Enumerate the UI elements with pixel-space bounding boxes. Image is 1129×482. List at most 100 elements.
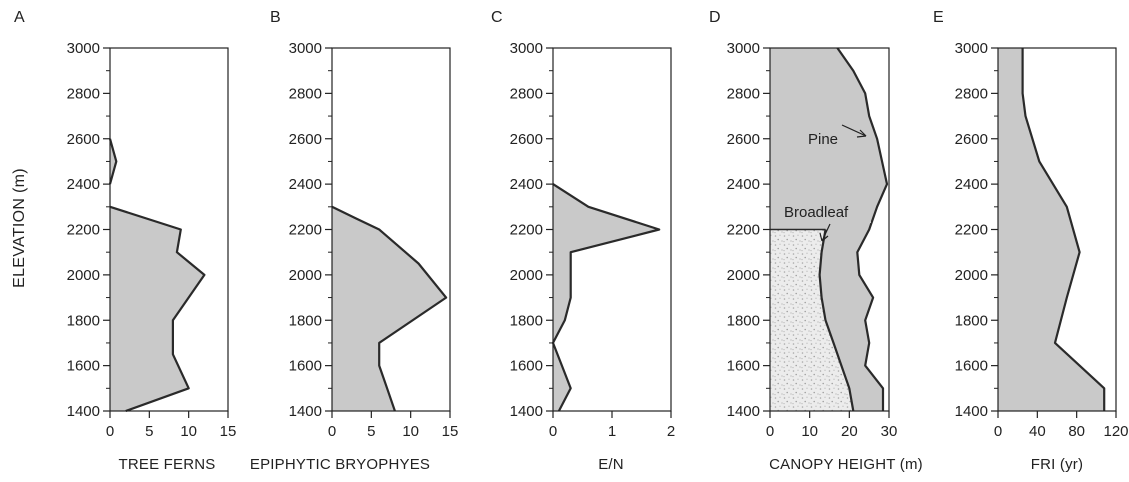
series-extra-fill	[110, 138, 117, 185]
x-tick-label: 15	[220, 423, 237, 440]
y-tick-label: 2200	[727, 222, 760, 239]
y-tick-label: 2200	[510, 222, 543, 239]
series-fill	[110, 206, 205, 411]
y-tick-label: 1800	[510, 312, 543, 329]
panel-e: E 1400 1600 1800 2000 2200 2400 2600 2800 3000 0 4…	[933, 9, 1129, 473]
x-tick-label: 10	[402, 423, 419, 440]
y-tick-label: 2400	[510, 176, 543, 193]
y-tick-label: 2400	[955, 176, 988, 193]
y-tick-label: 2200	[67, 222, 100, 239]
y-axis-label: ELEVATION (m)	[11, 168, 28, 288]
y-tick-label: 1600	[955, 358, 988, 375]
y-tick-label: 2000	[955, 267, 988, 284]
x-tick-label: 0	[328, 423, 336, 440]
panel-c-axes: 1400 1600 1800 2000 2200 2400 2600 2800 3000 0 1 2	[510, 40, 676, 440]
y-tick-label: 3000	[727, 40, 760, 57]
x-axis-label-b: EPIPHYTIC BRYOPHYES	[250, 456, 430, 473]
panel-a-area	[108, 138, 206, 413]
panel-b-axes: 1400 1600 1800 2000 2200 2400 2600 2800 3000 0 5 10…	[289, 40, 459, 440]
y-tick-label: 2600	[727, 131, 760, 148]
series-line	[551, 183, 661, 412]
x-tick-label: 120	[1103, 423, 1128, 440]
y-tick-label: 1800	[727, 312, 760, 329]
panel-label-c: C	[491, 9, 503, 26]
y-tick-label: 1400	[727, 403, 760, 420]
series-fill	[332, 206, 447, 411]
x-tick-label: 0	[994, 423, 1002, 440]
series-line	[109, 205, 206, 413]
x-tick-label: 0	[106, 423, 114, 440]
y-tick-label: 1800	[289, 312, 322, 329]
panel-a: A 1400 1600 1800 2000 2200 2400 2600 2800 3000 0 5…	[14, 9, 236, 473]
broadleaf-series-line	[818, 229, 855, 412]
y-tick-label: 2200	[289, 222, 322, 239]
pine-arrow	[841, 124, 867, 137]
y-tick-label: 1600	[289, 358, 322, 375]
x-tick-label: 40	[1029, 423, 1046, 440]
y-tick-label: 2800	[67, 85, 100, 102]
y-tick-label: 2800	[289, 85, 322, 102]
pine-annotation: Pine	[808, 131, 838, 148]
broadleaf-arrow	[821, 223, 831, 242]
y-tick-label: 2600	[955, 131, 988, 148]
y-tick-label: 1400	[955, 403, 988, 420]
panel-label-d: D	[709, 9, 721, 26]
y-tick-label: 1800	[67, 312, 100, 329]
x-axis-label-c: E/N	[598, 456, 624, 473]
y-tick-label: 2600	[510, 131, 543, 148]
panel-a-axes: 1400 1600 1800 2000 2200 2400 2600 2800 3000 0 5 10…	[67, 40, 237, 440]
x-tick-label: 0	[766, 423, 774, 440]
y-tick-label: 1600	[510, 358, 543, 375]
y-tick-label: 3000	[955, 40, 988, 57]
x-tick-label: 30	[881, 423, 898, 440]
y-tick-label: 2400	[289, 176, 322, 193]
panel-d-area	[770, 47, 889, 412]
y-tick-label: 2400	[727, 176, 760, 193]
panel-c-area	[551, 183, 661, 412]
x-axis-label-a: TREE FERNS	[118, 456, 215, 473]
y-tick-label: 1400	[510, 403, 543, 420]
y-tick-label: 2800	[727, 85, 760, 102]
y-tick-label: 2600	[289, 131, 322, 148]
series-fill	[998, 48, 1105, 411]
series-line	[331, 205, 448, 412]
x-tick-label: 15	[442, 423, 459, 440]
series-line	[1021, 48, 1106, 411]
x-tick-label: 2	[667, 423, 675, 440]
broadleaf-arrowhead	[819, 232, 829, 242]
y-tick-label: 3000	[510, 40, 543, 57]
panel-label-e: E	[933, 9, 944, 26]
x-tick-label: 80	[1068, 423, 1085, 440]
pine-series-line	[836, 47, 889, 411]
broadleaf-label-bg	[781, 200, 871, 223]
y-tick-label: 2200	[955, 222, 988, 239]
y-tick-label: 2000	[727, 267, 760, 284]
x-axis-label-d: CANOPY HEIGHT (m)	[769, 456, 923, 473]
y-tick-label: 2600	[67, 131, 100, 148]
series-extra-line	[108, 138, 118, 185]
panel-b: B 1400 1600 1800 2000 2200 2400 2600 2800 3000 0 5…	[250, 9, 458, 473]
panel-e-area	[998, 48, 1106, 411]
x-tick-label: 1	[608, 423, 616, 440]
y-tick-label: 2000	[510, 267, 543, 284]
x-tick-label: 5	[145, 423, 153, 440]
y-tick-label: 1800	[955, 312, 988, 329]
x-tick-label: 20	[841, 423, 858, 440]
x-tick-label: 10	[180, 423, 197, 440]
x-tick-label: 0	[549, 423, 557, 440]
x-tick-label: 10	[801, 423, 818, 440]
panel-label-a: A	[14, 9, 25, 26]
y-tick-label: 3000	[67, 40, 100, 57]
broadleaf-annotation: Broadleaf	[784, 204, 849, 221]
x-axis-label-e: FRI (yr)	[1031, 456, 1083, 473]
panel-label-b: B	[270, 9, 281, 26]
y-tick-label: 3000	[289, 40, 322, 57]
y-tick-label: 1400	[67, 403, 100, 420]
series-fill	[553, 184, 660, 411]
panel-e-axes: 1400 1600 1800 2000 2200 2400 2600 2800 3000 0 40 8…	[955, 40, 1129, 440]
y-tick-label: 2000	[289, 267, 322, 284]
y-tick-label: 2800	[955, 85, 988, 102]
